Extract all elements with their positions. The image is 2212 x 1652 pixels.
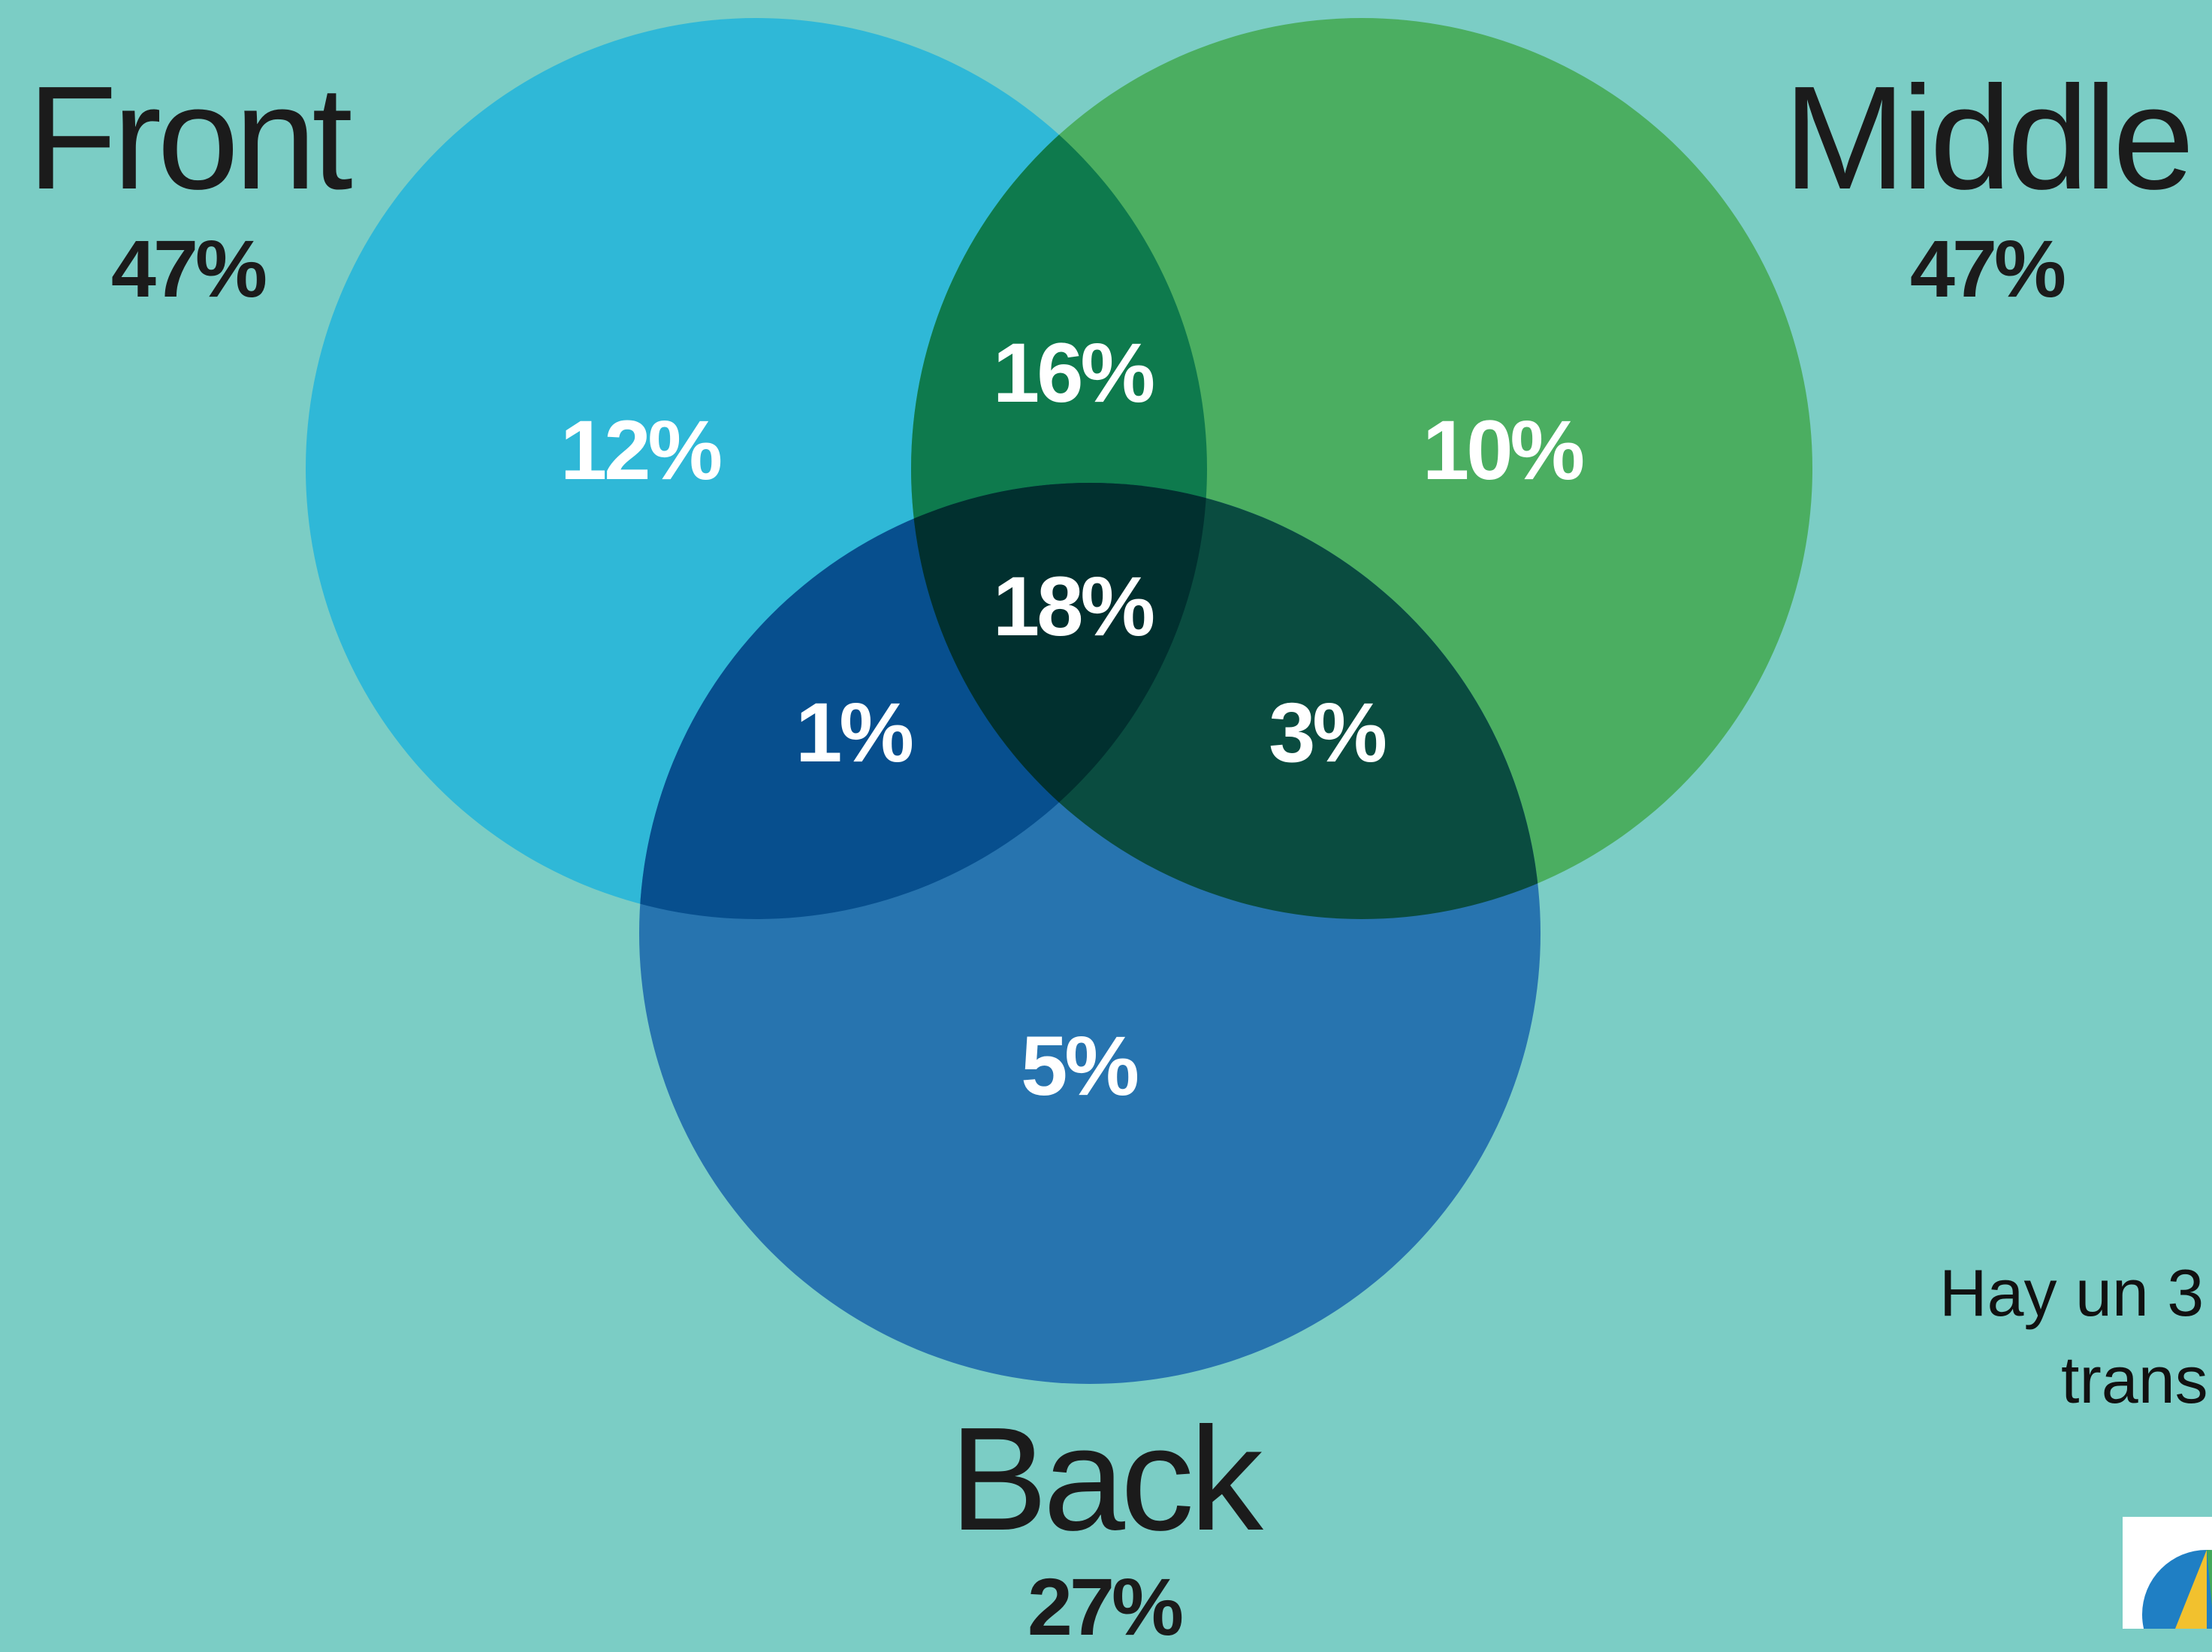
front-middle-value: 16% [992, 326, 1155, 420]
back-only-value: 5% [1021, 1019, 1139, 1113]
front-label: Front 47% [23, 65, 353, 309]
middle-only-value: 10% [1422, 403, 1585, 497]
back-label: Back 27% [894, 1406, 1314, 1647]
middle-back-value: 3% [1269, 686, 1387, 779]
front-back-overlap [639, 483, 1207, 919]
logo-icon [2123, 1517, 2212, 1629]
front-back-value: 1% [795, 686, 914, 779]
all-three-value: 18% [992, 559, 1155, 653]
middle-name: Middle [1783, 56, 2194, 220]
back-total: 27% [1027, 1561, 1184, 1652]
middle-total: 47% [1909, 223, 2066, 314]
middle-back-overlap [911, 483, 1541, 919]
front-total: 47% [110, 223, 267, 314]
caption-line-1: Hay un 3 [1939, 1256, 2204, 1330]
front-name: Front [27, 56, 352, 220]
back-name: Back [949, 1397, 1263, 1561]
caption-line-2: trans [2061, 1343, 2208, 1417]
middle-label: Middle 47% [1765, 65, 2208, 309]
front-only-value: 12% [560, 403, 723, 497]
